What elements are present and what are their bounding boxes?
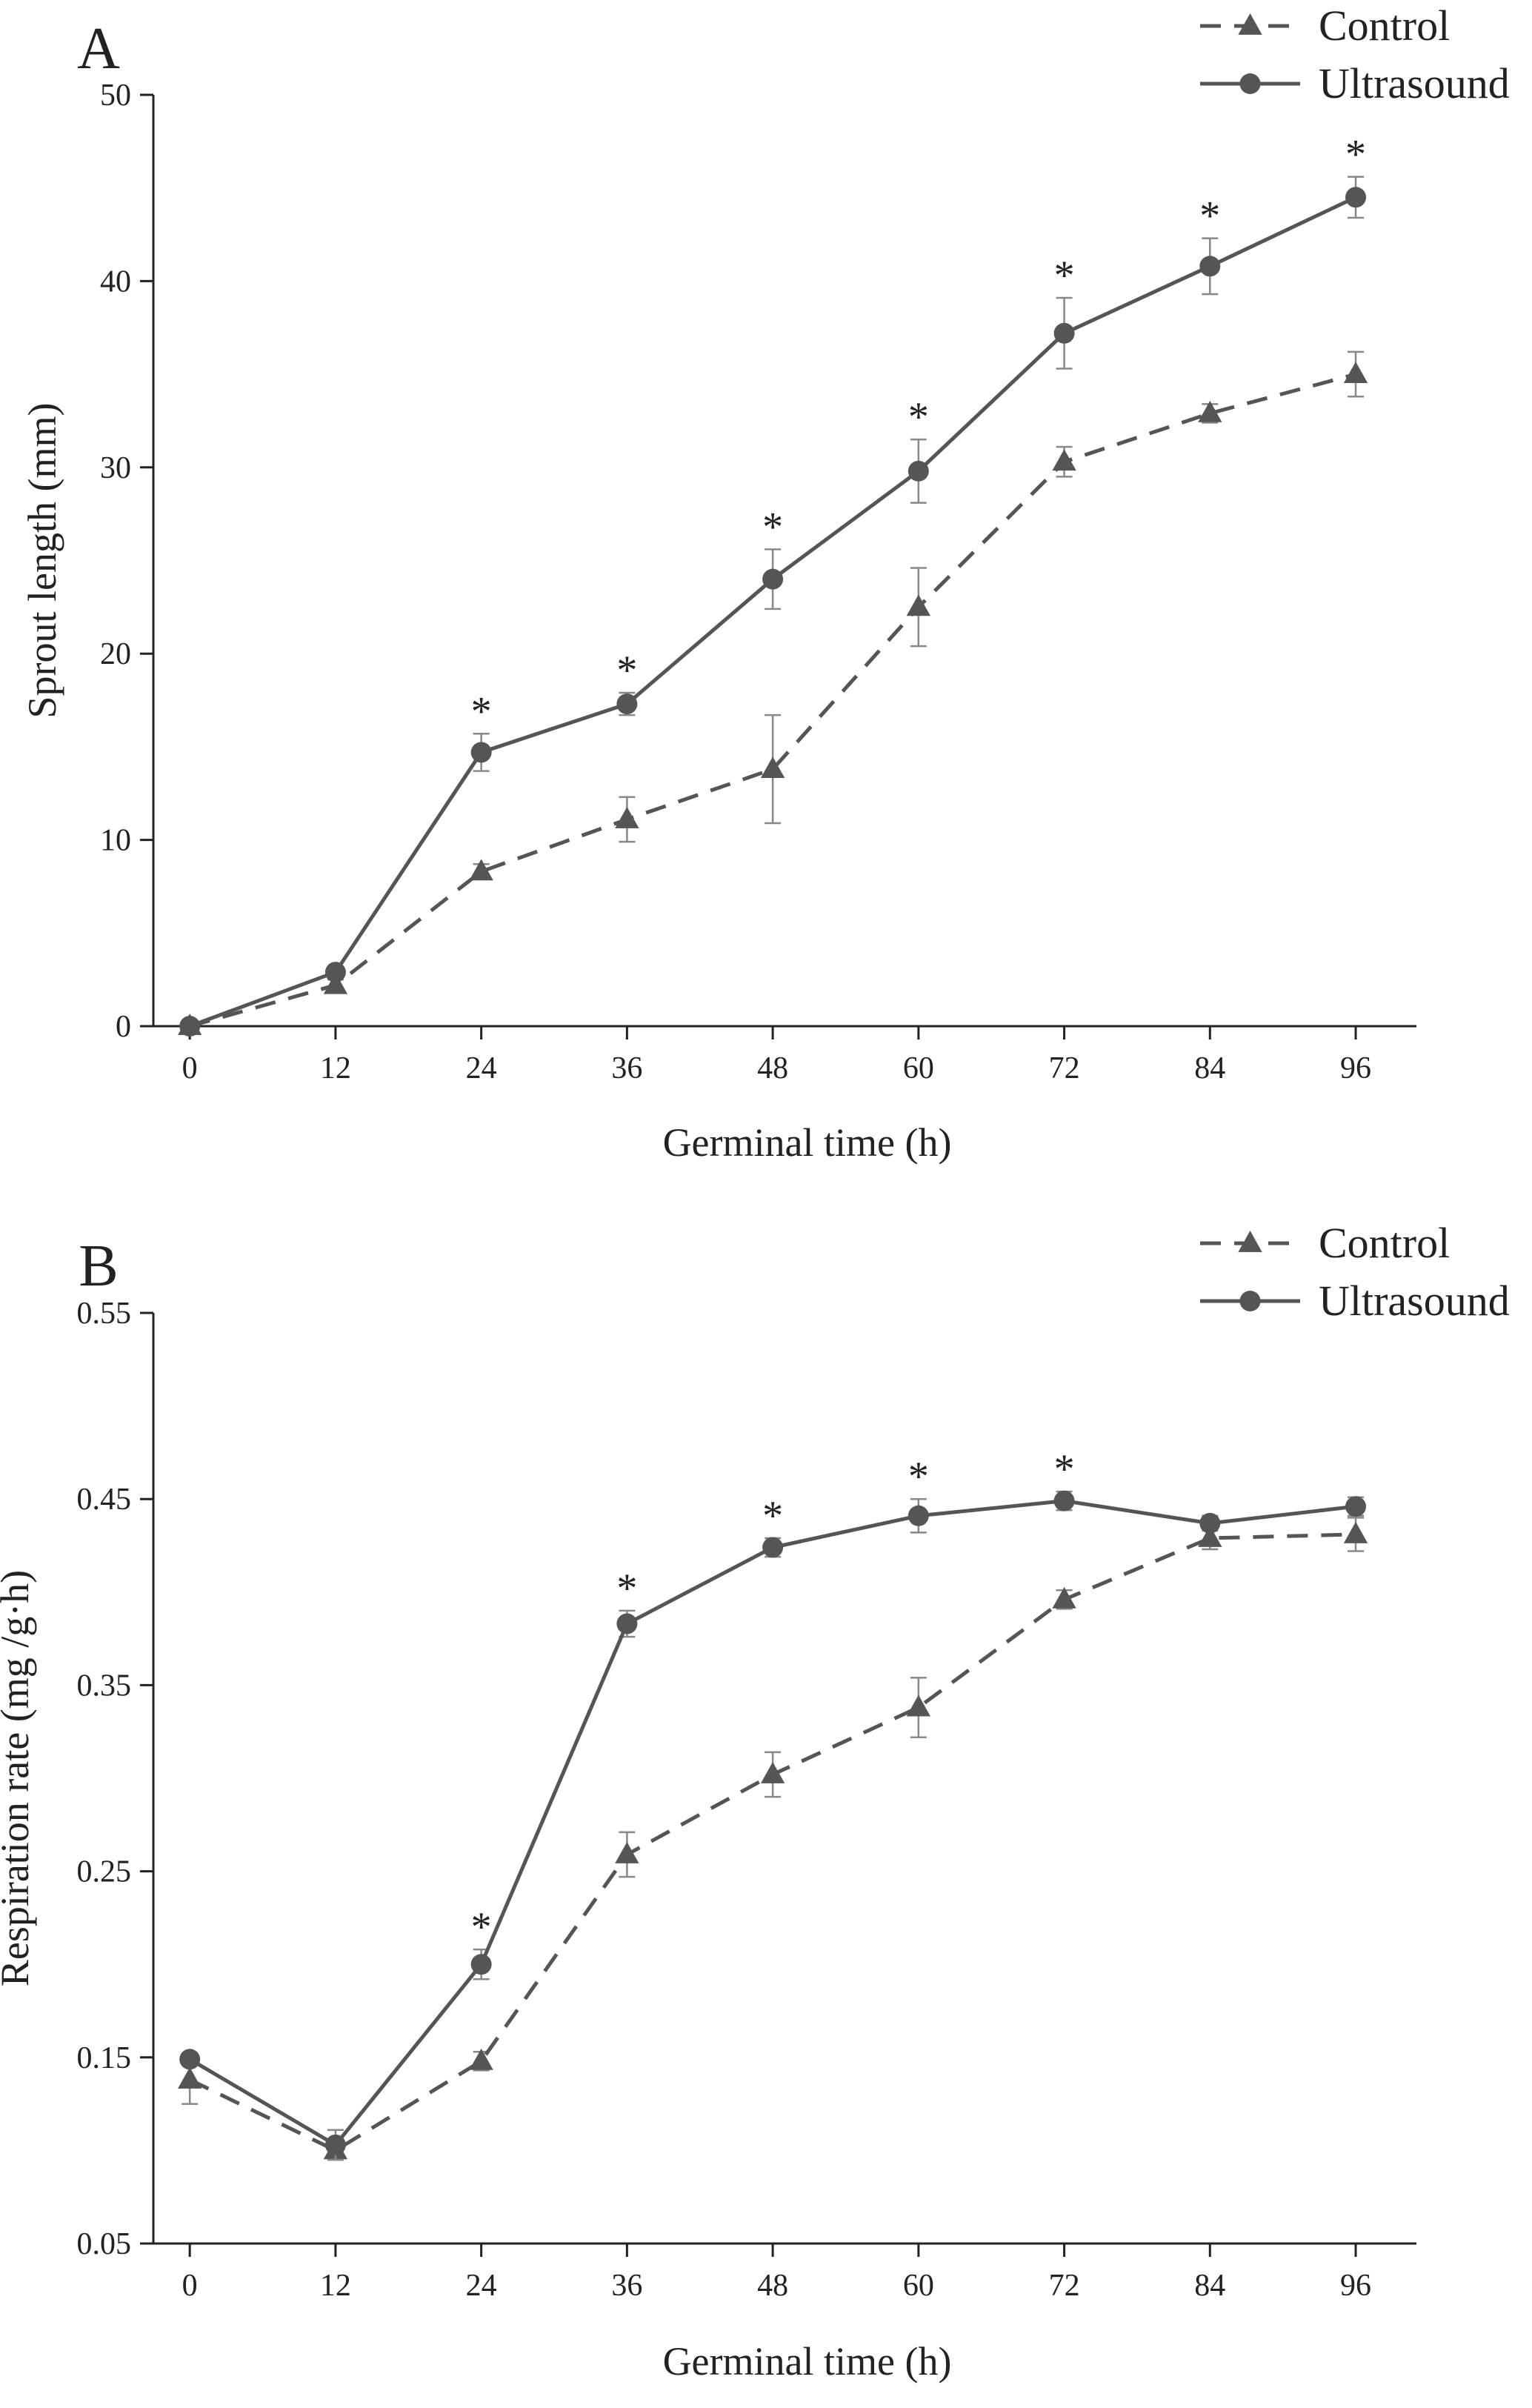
point-control [1343, 362, 1368, 383]
series-line-control [189, 1532, 1356, 2153]
significance-star: * [1054, 1446, 1075, 1492]
legend-marker-ultrasound [1239, 73, 1261, 94]
point-control [469, 859, 493, 881]
point-ultrasound [616, 1613, 638, 1634]
x-tick-label: 72 [1049, 1051, 1080, 1085]
point-ultrasound [1053, 322, 1075, 344]
point-control [469, 2048, 493, 2070]
point-ultrasound [1345, 187, 1367, 208]
point-ultrasound [1345, 1496, 1367, 1517]
x-tick-label: 60 [903, 1051, 934, 1085]
point-control [906, 594, 930, 616]
y-tick-label: 0.55 [77, 1297, 132, 1331]
point-ultrasound [470, 742, 492, 763]
x-tick-label: 24 [466, 1051, 497, 1085]
significance-star: * [616, 648, 637, 694]
y-tick-label: 10 [100, 824, 131, 858]
x-tick-label: 60 [903, 2269, 934, 2303]
x-tick-label: 96 [1340, 1051, 1371, 1085]
significance-star: * [908, 1454, 929, 1500]
x-axis-label: Germinal time (h) [663, 1120, 952, 1165]
point-ultrasound [907, 1505, 929, 1526]
series-line-ultrasound [189, 196, 1357, 1028]
y-tick-label: 0.35 [77, 1669, 132, 1703]
x-tick-label: 0 [182, 2269, 198, 2303]
legend-label-ultrasound: Ultrasound [1319, 59, 1510, 107]
point-ultrasound [179, 2049, 201, 2070]
y-tick-label: 40 [100, 265, 131, 299]
significance-star: * [471, 1904, 492, 1950]
significance-star: * [1199, 193, 1220, 239]
y-tick-label: 30 [100, 451, 131, 485]
x-tick-label: 84 [1194, 1051, 1225, 1085]
point-ultrasound [762, 1537, 784, 1558]
x-tick-label: 36 [611, 1051, 642, 1085]
point-ultrasound [470, 1954, 492, 1975]
point-ultrasound [907, 460, 929, 482]
legend-label-control: Control [1319, 1219, 1450, 1267]
panel-a-chart: A 0 10 20 30 40 50 0 12 24 36 48 60 72 84 96 Germinal ti… [20, 1, 1510, 1165]
point-control [615, 806, 639, 828]
x-tick-label: 12 [320, 2269, 351, 2303]
y-tick-label: 0 [116, 1010, 131, 1044]
significance-star: * [471, 688, 492, 734]
point-control [615, 1841, 639, 1863]
y-tick-label: 0.45 [77, 1483, 132, 1517]
significance-star: * [908, 394, 929, 440]
x-tick-label: 72 [1049, 2269, 1080, 2303]
legend-label-ultrasound: Ultrasound [1319, 1277, 1510, 1325]
significance-star: * [762, 1493, 783, 1539]
significance-star: * [1345, 132, 1366, 178]
x-tick-label: 0 [182, 1051, 198, 1085]
point-ultrasound [1199, 1512, 1221, 1534]
point-control [1052, 449, 1076, 471]
y-tick-label: 0.05 [77, 2227, 132, 2261]
legend-marker-ultrasound [1239, 1291, 1261, 1311]
point-ultrasound [324, 962, 346, 983]
point-ultrasound [1053, 1490, 1075, 1511]
x-tick-label: 84 [1194, 2269, 1225, 2303]
legend-label-control: Control [1319, 1, 1450, 50]
panel-b-chart: B 0.05 0.15 0.25 0.35 0.45 0.55 0 12 24 36 48 60 72 84… [0, 1219, 1510, 2384]
y-tick-label: 20 [100, 637, 131, 671]
panel-letter: A [77, 16, 120, 82]
y-axis-label: Sprout length (mm) [20, 403, 64, 719]
x-tick-label: 96 [1340, 2269, 1371, 2303]
x-tick-label: 12 [320, 1051, 351, 1085]
point-control [178, 2066, 202, 2089]
point-control [1052, 1586, 1076, 1609]
point-control [1343, 1521, 1368, 1543]
x-tick-label: 36 [611, 2269, 642, 2303]
point-ultrasound [762, 568, 784, 590]
significance-star: * [616, 1566, 637, 1612]
significance-star: * [762, 504, 783, 550]
point-control [760, 756, 785, 778]
x-axis-label: Germinal time (h) [663, 2339, 952, 2384]
panel-letter: B [79, 1234, 118, 1299]
y-tick-label: 50 [100, 79, 131, 113]
y-axis-label: Respiration rate (mg /g·h) [0, 1570, 37, 1986]
point-ultrasound [324, 2134, 346, 2155]
point-control [1198, 1525, 1222, 1547]
y-tick-label: 0.15 [77, 2041, 132, 2075]
x-tick-label: 24 [466, 2269, 497, 2303]
point-control [323, 972, 348, 994]
series-line-control [189, 372, 1356, 1028]
legend-marker-control [1238, 1231, 1262, 1252]
point-ultrasound [1199, 256, 1221, 277]
point-ultrasound [616, 694, 638, 715]
x-tick-label: 48 [757, 1051, 788, 1085]
point-control [760, 1761, 785, 1783]
series-line-ultrasound [188, 1499, 1356, 2148]
point-control [1198, 400, 1222, 422]
point-control [906, 1694, 930, 1717]
significance-star: * [1054, 253, 1075, 299]
point-ultrasound [179, 1016, 201, 1037]
legend-marker-control [1238, 13, 1262, 35]
x-tick-label: 48 [757, 2269, 788, 2303]
y-tick-label: 0.25 [77, 1855, 132, 1889]
